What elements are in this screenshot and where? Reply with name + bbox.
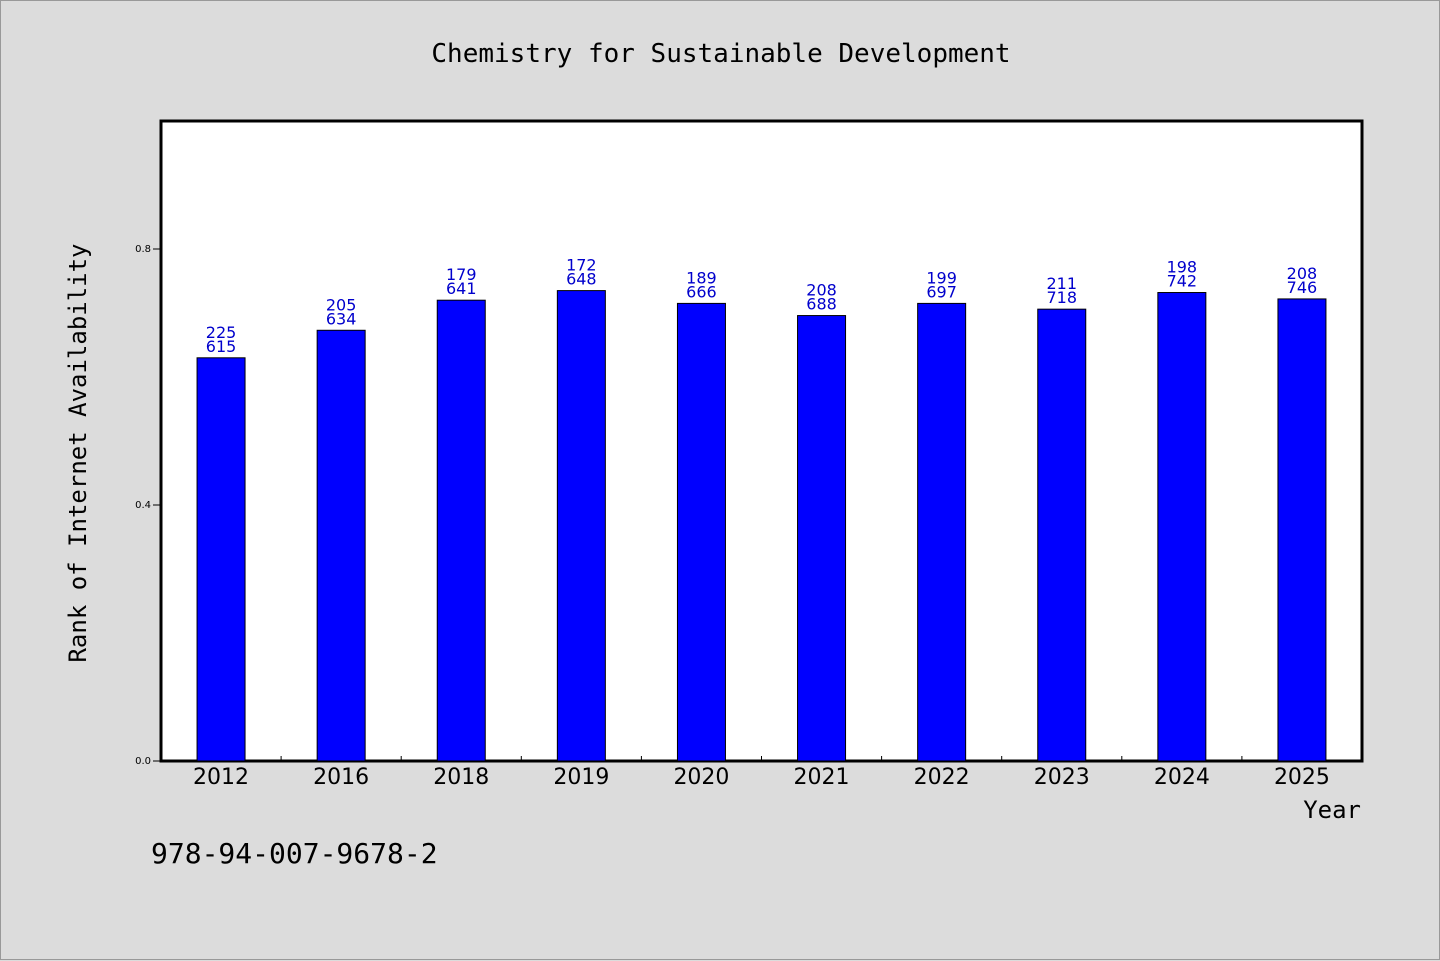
data-label-bottom-2016: 634 [326,309,357,328]
x-tick-label-2012: 2012 [193,765,249,790]
chart-title: Chemistry for Sustainable Development [431,39,1010,69]
bar-2020 [676,302,726,762]
data-label-bottom-2025: 746 [1287,278,1318,297]
x-ticks-layer: 2012 2016 2018 2019 2020 2021 2022 2023 2024 2025 [193,756,1330,790]
y-axis-label: Rank of Internet Availability [64,243,92,662]
bar-2022 [917,302,967,762]
data-label-top-2024: 198 [1167,258,1198,277]
data-label-bottom-2023: 718 [1046,288,1077,307]
bar-2024 [1157,292,1207,762]
x-tick-label-2022: 2022 [914,765,970,790]
x-tick-label-2019: 2019 [553,765,609,790]
data-label-bottom-2022: 697 [926,282,957,301]
bar-2023 [1037,308,1087,762]
data-label-top-2018: 179 [446,265,477,284]
x-tick-label-2023: 2023 [1034,765,1090,790]
bar-2012 [196,357,246,762]
y-tick-label-0.4: 0.4 [135,500,151,511]
data-label-top-2012: 225 [206,323,237,342]
x-tick-label-2025: 2025 [1274,765,1330,790]
data-label-bottom-2019: 648 [566,270,597,289]
x-axis-label: Year [1303,796,1361,824]
y-tick-label-0.8: 0.8 [135,244,151,255]
data-label-bottom-2021: 688 [806,295,837,314]
x-tick-label-2020: 2020 [673,765,729,790]
data-label-bottom-2018: 641 [446,279,477,298]
bar-2019 [556,290,606,762]
data-label-top-2019: 172 [566,256,597,275]
data-label-top-2016: 205 [326,295,357,314]
data-label-bottom-2020: 666 [686,282,717,301]
x-tick-label-2024: 2024 [1154,765,1210,790]
data-label-top-2025: 208 [1287,264,1318,283]
bar-2018 [436,299,486,762]
data-label-top-2020: 189 [686,268,717,287]
x-tick-label-2018: 2018 [433,765,489,790]
y-ticks-layer: 0.0 0.4 0.8 [135,244,161,767]
data-label-top-2023: 211 [1046,274,1077,293]
y-tick-label-0.0: 0.0 [135,756,151,767]
data-label-bottom-2012: 615 [206,337,237,356]
data-label-top-2021: 208 [806,281,837,300]
bar-2016 [316,329,366,762]
x-tick-label-2016: 2016 [313,765,369,790]
bar-2021 [797,315,847,762]
isbn-text: 978-94-007-9678-2 [151,837,438,870]
bar-2025 [1277,298,1327,762]
bars-layer [196,290,1327,762]
data-label-top-2022: 199 [926,268,957,287]
data-label-bottom-2024: 742 [1167,272,1198,291]
x-tick-label-2021: 2021 [794,765,850,790]
